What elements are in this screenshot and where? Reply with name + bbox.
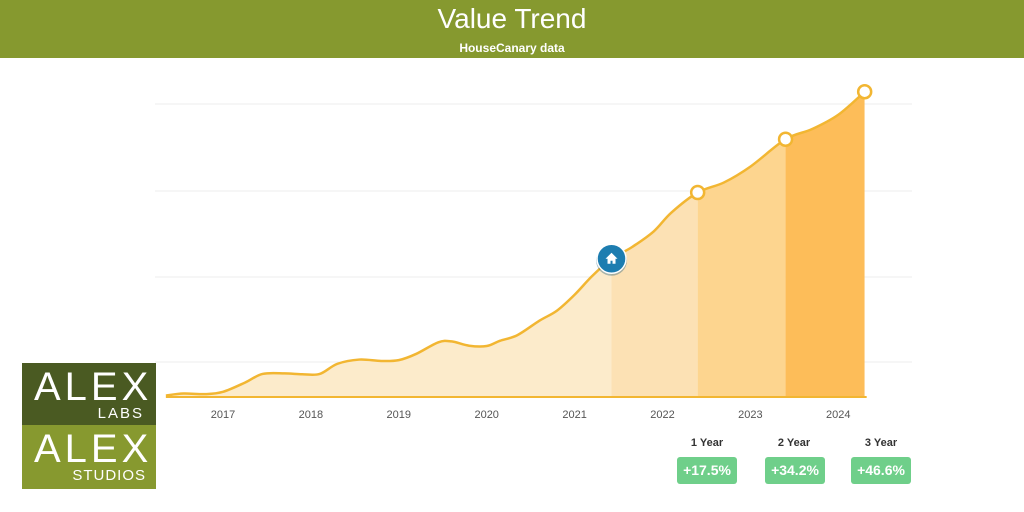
x-axis-ticks: 2017 2018 2019 2020 2021 2022 2023 2024	[211, 409, 851, 421]
x-tick-label: 2021	[562, 409, 586, 421]
change-badge-2-year: +34.2%	[765, 457, 825, 484]
header-bar	[0, 0, 1024, 58]
alex-labs-logo: ALEX LABS	[22, 363, 156, 425]
value-markers	[596, 83, 873, 276]
change-label-2-year: 2 Year	[777, 437, 811, 449]
area-band-2	[697, 91, 786, 397]
alex-studios-logo: ALEX STUDIOS	[22, 425, 156, 489]
x-tick-label: 2024	[826, 409, 850, 421]
value-point-marker	[777, 131, 794, 147]
value-line	[165, 90, 866, 397]
area-band-1	[611, 91, 698, 397]
value-point-marker	[689, 184, 706, 201]
x-tick-label: 2017	[211, 409, 235, 421]
x-tick-label: 2018	[299, 409, 323, 421]
x-tick-label: 2022	[650, 409, 674, 421]
x-tick-label: 2019	[387, 409, 411, 421]
x-tick-label: 2023	[738, 409, 762, 421]
change-badge-3-year: +46.6%	[851, 457, 911, 484]
area-band-3	[785, 91, 865, 397]
x-tick-label: 2020	[474, 409, 498, 421]
logo-bottom-sub: STUDIOS	[72, 467, 146, 484]
change-label-3-year: 3 Year	[864, 437, 898, 449]
value-trend-chart: 2017 2018 2019 2020 2021 2022 2023 2024	[155, 83, 912, 421]
shaded-bands	[165, 91, 865, 397]
change-label-1-year: 1 Year	[690, 437, 724, 449]
area-fill-base	[165, 91, 612, 397]
change-badge-1-year: +17.5%	[677, 457, 737, 484]
logo-top-word: ALEX	[34, 365, 153, 409]
value-point-marker	[856, 83, 873, 100]
home-icon	[596, 243, 628, 276]
chart-title: Value Trend	[437, 3, 587, 34]
logo-bottom-word: ALEX	[34, 427, 153, 471]
chart-subtitle: HouseCanary data	[459, 41, 565, 55]
logo-top-sub: LABS	[97, 405, 144, 422]
